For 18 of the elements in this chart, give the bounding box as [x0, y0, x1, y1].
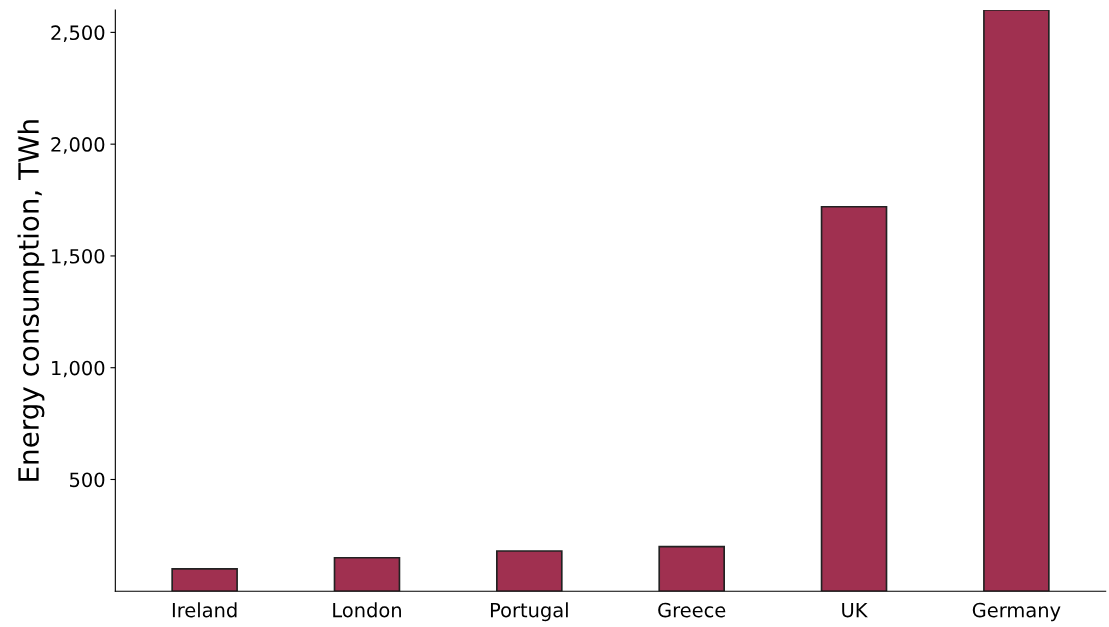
y-tick-label: 1,500: [52, 248, 105, 266]
x-tick-label: Greece: [658, 602, 726, 618]
x-tick-label: London: [333, 602, 401, 618]
x-tick-label: Germany: [972, 602, 1061, 622]
bar: [496, 550, 563, 592]
y-tick-label: 2,500: [51, 25, 105, 43]
bar: [333, 556, 401, 592]
x-tick-label: Ireland: [172, 602, 237, 618]
x-tick-label: Portugal: [490, 602, 568, 622]
bar: [820, 205, 888, 592]
y-axis-title: Energy consumption, TWh: [17, 120, 45, 481]
bar: [171, 568, 238, 592]
y-tick-label: 500: [70, 472, 105, 488]
y-tick-label: 2,000: [51, 137, 105, 154]
y-tick-label: 1,000: [52, 360, 105, 378]
bar: [983, 10, 1050, 592]
bar: [658, 545, 725, 592]
x-tick-label: UK: [842, 602, 868, 618]
